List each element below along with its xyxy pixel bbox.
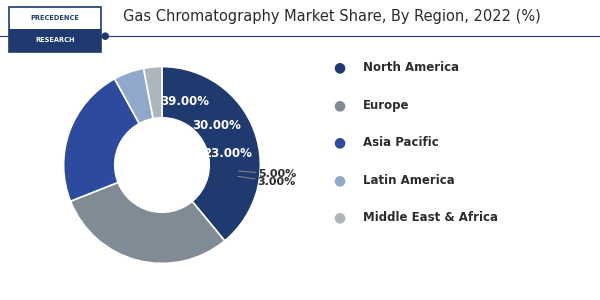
Text: Gas Chromatography Market Share, By Region, 2022 (%): Gas Chromatography Market Share, By Regi… bbox=[123, 9, 541, 24]
Wedge shape bbox=[71, 182, 225, 263]
Wedge shape bbox=[115, 68, 153, 124]
Text: Latin America: Latin America bbox=[363, 173, 455, 187]
Text: Europe: Europe bbox=[363, 98, 409, 112]
Text: 23.00%: 23.00% bbox=[203, 148, 253, 160]
Wedge shape bbox=[64, 79, 139, 201]
Text: ●: ● bbox=[333, 211, 345, 224]
Text: 3.00%: 3.00% bbox=[238, 176, 296, 187]
Text: ●: ● bbox=[333, 61, 345, 74]
Text: ●: ● bbox=[101, 31, 109, 41]
Text: PRECEDENCE: PRECEDENCE bbox=[31, 15, 80, 21]
Text: RESEARCH: RESEARCH bbox=[35, 38, 75, 44]
Wedge shape bbox=[143, 67, 162, 118]
Bar bbox=[9, 7, 101, 29]
Text: Middle East & Africa: Middle East & Africa bbox=[363, 211, 498, 224]
Text: ●: ● bbox=[333, 98, 345, 112]
Text: Asia Pacific: Asia Pacific bbox=[363, 136, 439, 149]
Text: 5.00%: 5.00% bbox=[239, 169, 297, 179]
Text: North America: North America bbox=[363, 61, 459, 74]
Text: 39.00%: 39.00% bbox=[160, 95, 209, 108]
Text: ●: ● bbox=[333, 136, 345, 149]
Bar bbox=[9, 29, 101, 52]
Text: 30.00%: 30.00% bbox=[191, 119, 241, 132]
Wedge shape bbox=[162, 67, 260, 241]
Text: ●: ● bbox=[333, 173, 345, 187]
